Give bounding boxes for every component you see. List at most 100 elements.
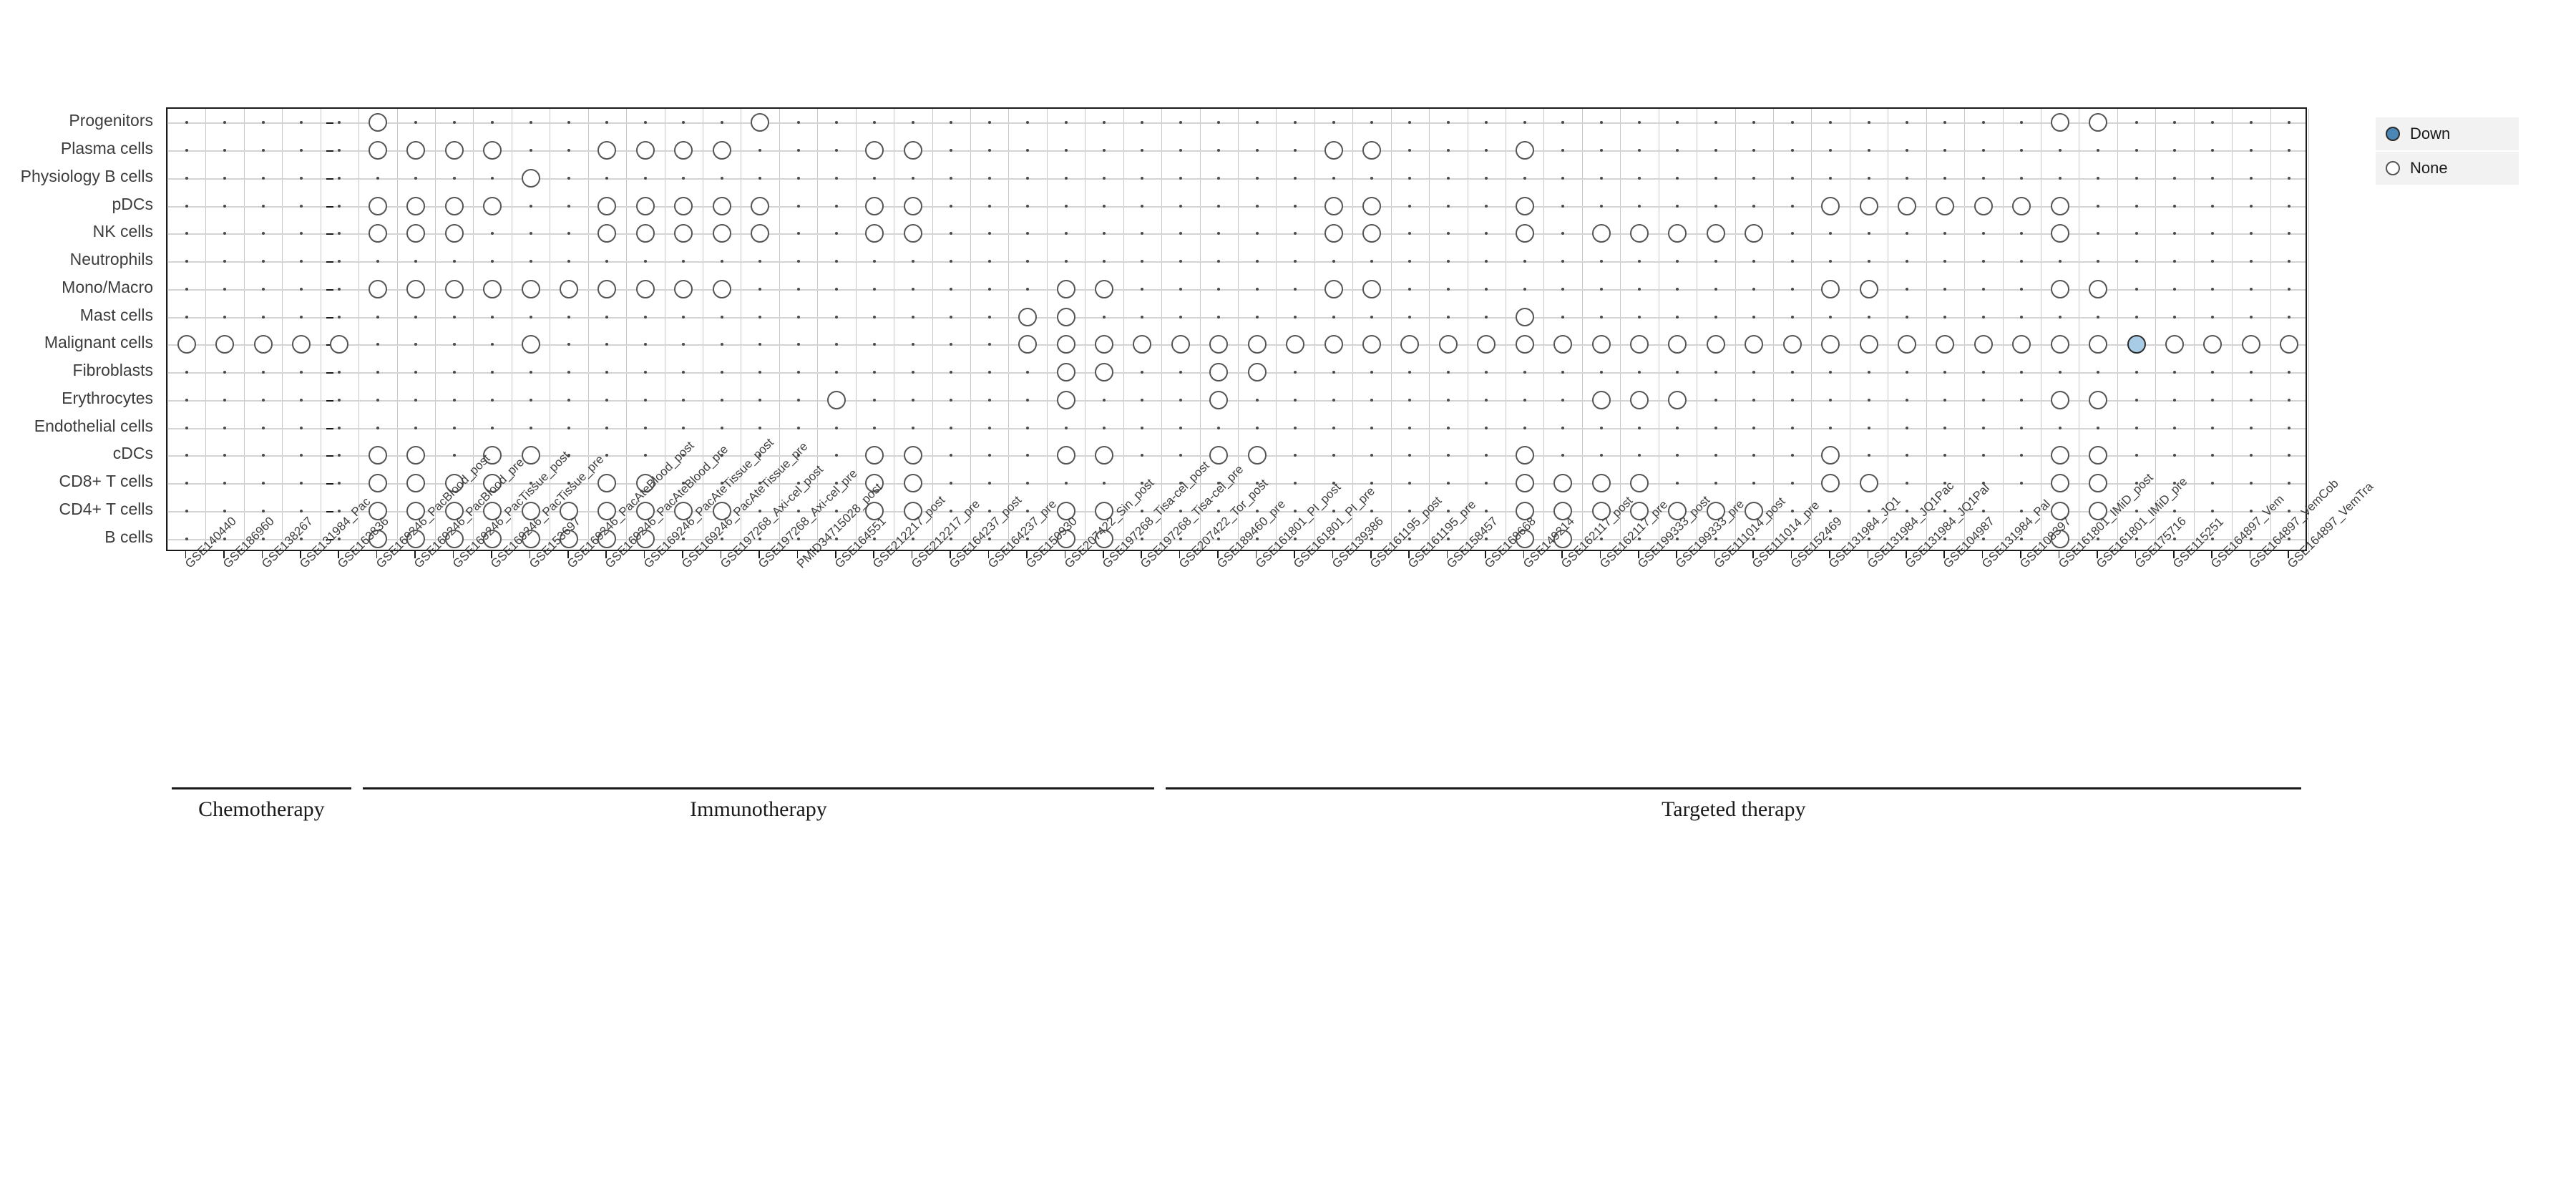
- expression-mark-nk-cells-col41[interactable]: [1745, 224, 1763, 243]
- expression-mark-malignant-cells-col9[interactable]: [522, 335, 540, 354]
- expression-mark-nk-cells-col49[interactable]: [2051, 224, 2069, 243]
- expression-mark-fibroblasts-col23[interactable]: [1057, 363, 1075, 381]
- expression-mark-cd8-t-cells-col43[interactable]: [1821, 474, 1840, 492]
- expression-mark-mono-macro-col6[interactable]: [406, 280, 425, 298]
- expression-mark-pdcs-col11[interactable]: [597, 197, 616, 215]
- expression-mark-progenitors-col50[interactable]: [2089, 113, 2107, 132]
- expression-mark-mono-macro-col7[interactable]: [445, 280, 464, 298]
- expression-mark-plasma-cells-col5[interactable]: [369, 141, 387, 160]
- expression-mark-pdcs-col13[interactable]: [674, 197, 693, 215]
- expression-mark-malignant-cells-col31[interactable]: [1362, 335, 1381, 354]
- expression-mark-erythrocytes-col50[interactable]: [2089, 391, 2107, 409]
- expression-mark-pdcs-col6[interactable]: [406, 197, 425, 215]
- expression-mark-malignant-cells-col32[interactable]: [1400, 335, 1419, 354]
- expression-mark-plasma-cells-col30[interactable]: [1324, 141, 1343, 160]
- expression-mark-pdcs-col19[interactable]: [904, 197, 922, 215]
- expression-mark-pdcs-col35[interactable]: [1516, 197, 1534, 215]
- expression-mark-malignant-cells-col41[interactable]: [1745, 335, 1763, 354]
- expression-mark-malignant-cells-col50[interactable]: [2089, 335, 2107, 354]
- expression-mark-plasma-cells-col19[interactable]: [904, 141, 922, 160]
- expression-mark-malignant-cells-col46[interactable]: [1936, 335, 1954, 354]
- expression-mark-malignant-cells-col1[interactable]: [215, 335, 234, 354]
- expression-mark-cd8-t-cells-col5[interactable]: [369, 474, 387, 492]
- expression-mark-erythrocytes-col39[interactable]: [1668, 391, 1687, 409]
- expression-mark-cdcs-col28[interactable]: [1248, 446, 1267, 465]
- expression-mark-fibroblasts-col24[interactable]: [1095, 363, 1113, 381]
- expression-mark-progenitors-col5[interactable]: [369, 113, 387, 132]
- expression-mark-cd8-t-cells-col35[interactable]: [1516, 474, 1534, 492]
- expression-mark-cd8-t-cells-col36[interactable]: [1553, 474, 1572, 492]
- expression-mark-progenitors-col49[interactable]: [2051, 113, 2069, 132]
- expression-mark-cd8-t-cells-col49[interactable]: [2051, 474, 2069, 492]
- expression-mark-nk-cells-col14[interactable]: [713, 224, 731, 243]
- expression-mark-malignant-cells-col40[interactable]: [1707, 335, 1725, 354]
- expression-mark-pdcs-col49[interactable]: [2051, 197, 2069, 215]
- expression-mark-malignant-cells-col37[interactable]: [1592, 335, 1611, 354]
- expression-mark-nk-cells-col7[interactable]: [445, 224, 464, 243]
- expression-mark-mono-macro-col50[interactable]: [2089, 280, 2107, 298]
- expression-mark-nk-cells-col37[interactable]: [1592, 224, 1611, 243]
- expression-mark-nk-cells-col39[interactable]: [1668, 224, 1687, 243]
- expression-mark-pdcs-col45[interactable]: [1898, 197, 1916, 215]
- expression-mark-malignant-cells-col24[interactable]: [1095, 335, 1113, 354]
- expression-mark-mono-macro-col10[interactable]: [560, 280, 578, 298]
- expression-mark-malignant-cells-col45[interactable]: [1898, 335, 1916, 354]
- expression-mark-fibroblasts-col27[interactable]: [1209, 363, 1228, 381]
- expression-mark-pdcs-col43[interactable]: [1821, 197, 1840, 215]
- expression-mark-pdcs-col47[interactable]: [1974, 197, 1993, 215]
- expression-mark-erythrocytes-col49[interactable]: [2051, 391, 2069, 409]
- expression-mark-pdcs-col8[interactable]: [483, 197, 502, 215]
- expression-mark-mono-macro-col8[interactable]: [483, 280, 502, 298]
- legend-item-none[interactable]: None: [2376, 152, 2519, 185]
- expression-mark-malignant-cells-col3[interactable]: [292, 335, 311, 354]
- expression-mark-cd8-t-cells-col37[interactable]: [1592, 474, 1611, 492]
- expression-mark-plasma-cells-col18[interactable]: [865, 141, 884, 160]
- expression-mark-malignant-cells-col48[interactable]: [2012, 335, 2031, 354]
- expression-mark-erythrocytes-col27[interactable]: [1209, 391, 1228, 409]
- expression-mark-mono-macro-col44[interactable]: [1860, 280, 1878, 298]
- expression-mark-malignant-cells-col22[interactable]: [1018, 335, 1037, 354]
- expression-mark-nk-cells-col13[interactable]: [674, 224, 693, 243]
- expression-mark-malignant-cells-col54[interactable]: [2242, 335, 2260, 354]
- expression-mark-mono-macro-col43[interactable]: [1821, 280, 1840, 298]
- expression-mark-mono-macro-col23[interactable]: [1057, 280, 1075, 298]
- expression-mark-malignant-cells-col44[interactable]: [1860, 335, 1878, 354]
- expression-mark-malignant-cells-col52[interactable]: [2165, 335, 2184, 354]
- expression-mark-mono-macro-col31[interactable]: [1362, 280, 1381, 298]
- expression-mark-mono-macro-col30[interactable]: [1324, 280, 1343, 298]
- expression-mark-plasma-cells-col35[interactable]: [1516, 141, 1534, 160]
- expression-mark-nk-cells-col30[interactable]: [1324, 224, 1343, 243]
- expression-mark-pdcs-col48[interactable]: [2012, 197, 2031, 215]
- expression-mark-cdcs-col35[interactable]: [1516, 446, 1534, 465]
- expression-mark-malignant-cells-col51[interactable]: [2127, 335, 2146, 354]
- expression-mark-malignant-cells-col28[interactable]: [1248, 335, 1267, 354]
- expression-mark-malignant-cells-col36[interactable]: [1553, 335, 1572, 354]
- expression-mark-mono-macro-col24[interactable]: [1095, 280, 1113, 298]
- expression-mark-plasma-cells-col8[interactable]: [483, 141, 502, 160]
- expression-mark-progenitors-col15[interactable]: [751, 113, 769, 132]
- expression-mark-malignant-cells-col2[interactable]: [254, 335, 273, 354]
- expression-mark-erythrocytes-col17[interactable]: [827, 391, 846, 409]
- expression-mark-physiology-b-cells-col9[interactable]: [522, 169, 540, 188]
- expression-mark-nk-cells-col6[interactable]: [406, 224, 425, 243]
- expression-mark-erythrocytes-col38[interactable]: [1630, 391, 1649, 409]
- expression-mark-malignant-cells-col47[interactable]: [1974, 335, 1993, 354]
- expression-mark-fibroblasts-col28[interactable]: [1248, 363, 1267, 381]
- expression-mark-malignant-cells-col39[interactable]: [1668, 335, 1687, 354]
- expression-mark-malignant-cells-col4[interactable]: [330, 335, 348, 354]
- expression-mark-malignant-cells-col29[interactable]: [1286, 335, 1304, 354]
- expression-mark-plasma-cells-col13[interactable]: [674, 141, 693, 160]
- expression-mark-erythrocytes-col23[interactable]: [1057, 391, 1075, 409]
- expression-mark-cd8-t-cells-col50[interactable]: [2089, 474, 2107, 492]
- expression-mark-mono-macro-col12[interactable]: [636, 280, 655, 298]
- expression-mark-mono-macro-col11[interactable]: [597, 280, 616, 298]
- expression-mark-malignant-cells-col55[interactable]: [2280, 335, 2298, 354]
- expression-mark-mast-cells-col22[interactable]: [1018, 308, 1037, 326]
- expression-mark-malignant-cells-col26[interactable]: [1171, 335, 1190, 354]
- expression-mark-nk-cells-col5[interactable]: [369, 224, 387, 243]
- expression-mark-cd8-t-cells-col6[interactable]: [406, 474, 425, 492]
- expression-mark-plasma-cells-col7[interactable]: [445, 141, 464, 160]
- expression-mark-malignant-cells-col43[interactable]: [1821, 335, 1840, 354]
- expression-mark-pdcs-col7[interactable]: [445, 197, 464, 215]
- expression-mark-pdcs-col31[interactable]: [1362, 197, 1381, 215]
